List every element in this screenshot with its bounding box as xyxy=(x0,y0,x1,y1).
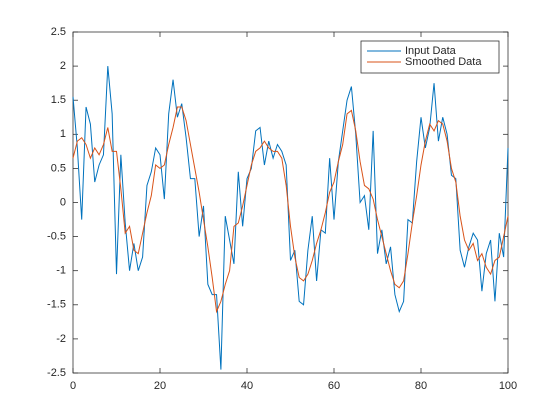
legend-label: Smoothed Data xyxy=(405,56,482,68)
y-tick-label: -1.5 xyxy=(47,299,66,311)
y-tick-label: -2 xyxy=(56,333,66,345)
data-line xyxy=(72,66,509,370)
y-tick-label: 0 xyxy=(60,196,66,208)
y-tick-label: 0.5 xyxy=(51,162,66,174)
x-tick-label: 0 xyxy=(70,380,76,392)
data-line xyxy=(72,106,509,314)
y-tick-label: -0.5 xyxy=(47,231,66,243)
x-tick-label: 60 xyxy=(328,380,340,392)
axes-box xyxy=(72,31,509,374)
x-tick-label: 100 xyxy=(499,380,517,392)
y-tick-label: 1 xyxy=(60,128,66,140)
y-tick-label: 1.5 xyxy=(51,94,66,106)
legend-label: Input Data xyxy=(405,45,457,57)
x-tick-label: 40 xyxy=(241,380,253,392)
legend-box xyxy=(360,40,500,74)
y-tick-label: -1 xyxy=(56,265,66,277)
y-tick-label: -2.5 xyxy=(47,367,66,379)
y-tick-label: 2 xyxy=(60,60,66,72)
x-tick-label: 20 xyxy=(154,380,166,392)
y-tick-label: 2.5 xyxy=(51,26,66,38)
x-tick-label: 80 xyxy=(415,380,427,392)
